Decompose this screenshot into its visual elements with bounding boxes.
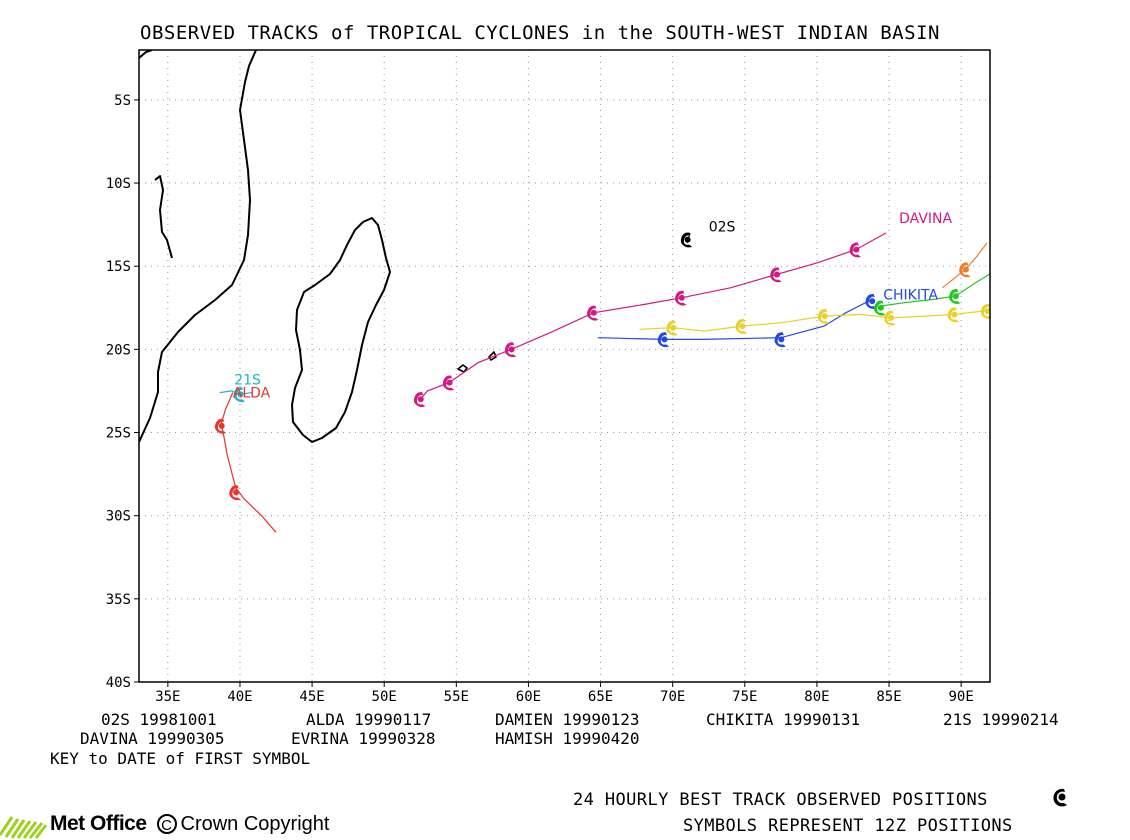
x-tick-label: 55E — [444, 689, 469, 705]
hamish-position-symbol — [949, 289, 961, 304]
hamish-position-symbol — [874, 300, 886, 316]
met-office-logo: Met Office C Crown Copyright — [0, 808, 329, 840]
damien-position-symbol — [959, 262, 971, 278]
davina-position-symbol — [442, 375, 455, 391]
davina-track-label: DAVINA — [899, 211, 952, 227]
x-tick-label: 90E — [949, 689, 974, 705]
mauritius-island — [488, 351, 497, 361]
y-tick-label: 5S — [114, 93, 131, 109]
y-tick-label: 20S — [106, 342, 131, 358]
copyright-text: Crown Copyright — [180, 812, 330, 835]
x-tick-label: 45E — [299, 689, 324, 705]
x-tick-label: 35E — [155, 689, 180, 705]
map-title: OBSERVED TRACKS of TROPICAL CYCLONES in … — [140, 22, 940, 44]
key-item-alda: ALDA 19990117 — [306, 710, 432, 729]
footer-line-2: SYMBOLS REPRESENT 12Z POSITIONS — [683, 816, 1013, 836]
evrina-position-symbol — [980, 304, 990, 319]
graticule-grid — [139, 50, 990, 683]
21s-track-label: 21S — [234, 372, 261, 388]
key-caption: KEY to DATE of FIRST SYMBOL — [50, 749, 311, 768]
davina-position-symbol — [849, 242, 861, 258]
y-tick-label: 40S — [106, 675, 131, 691]
chikita-position-symbol — [865, 294, 877, 309]
x-tick-label: 75E — [732, 689, 757, 705]
davina-position-symbol — [414, 392, 426, 408]
evrina-position-symbol — [666, 320, 678, 336]
key-item-21s: 21S 19990214 — [943, 710, 1059, 729]
alda-track-line — [220, 392, 277, 533]
y-tick-label: 25S — [106, 426, 131, 442]
key-item-evrina: EVRINA 19990328 — [291, 729, 436, 748]
key-item-hamish: HAMISH 19990420 — [495, 729, 640, 748]
cyclone-symbol-legend-icon — [1053, 788, 1067, 807]
footer-line-1: 24 HOURLY BEST TRACK OBSERVED POSITIONS — [573, 790, 988, 810]
damien-track-line — [942, 242, 988, 289]
x-tick-label: 50E — [372, 689, 397, 705]
key-item-davina: DAVINA 19990305 — [80, 729, 225, 748]
map-frame — [138, 49, 991, 683]
alda-position-symbol — [229, 485, 241, 501]
chikita-position-symbol — [657, 332, 670, 348]
x-tick-label: 65E — [588, 689, 613, 705]
madagascar-coastline — [291, 217, 391, 443]
alda-track-label: ALDA — [233, 386, 271, 402]
davina-position-symbol — [587, 305, 599, 321]
y-tick-label: 10S — [106, 176, 131, 192]
copyright-icon: C — [156, 814, 177, 834]
key-item-02s: 02S 19981001 — [101, 710, 217, 729]
hamish-track-line — [880, 273, 990, 307]
evrina-position-symbol — [947, 307, 959, 323]
x-tick-label: 70E — [660, 689, 685, 705]
copyright-notice: C Crown Copyright — [156, 812, 330, 836]
y-tick-label: 30S — [106, 509, 131, 525]
key-item-chikita: CHIKITA 19990131 — [706, 710, 861, 729]
davina-track-line — [419, 232, 887, 400]
y-tick-label: 35S — [106, 592, 131, 608]
key-item-damien: DAMIEN 19990123 — [495, 710, 640, 729]
chikita-position-symbol — [774, 332, 786, 348]
x-tick-label: 40E — [227, 689, 252, 705]
davina-position-symbol — [770, 267, 782, 283]
21s-position-symbol — [233, 387, 245, 403]
reunion-island — [457, 364, 468, 373]
logo-text: Met Office — [50, 812, 147, 835]
02s-position-symbol — [680, 232, 693, 248]
x-tick-label: 60E — [516, 689, 541, 705]
mafia-zanzibar-coast — [154, 175, 173, 259]
evrina-track-line — [639, 309, 990, 332]
x-tick-label: 80E — [804, 689, 829, 705]
x-tick-label: 85E — [876, 689, 901, 705]
chikita-track-label: CHIKITA — [883, 287, 938, 303]
alda-position-symbol — [215, 418, 227, 434]
evrina-position-symbol — [884, 310, 896, 326]
davina-position-symbol — [504, 342, 517, 358]
y-tick-label: 15S — [106, 259, 131, 275]
02s-track-label: 02S — [709, 219, 736, 235]
davina-position-symbol — [675, 290, 687, 306]
evrina-position-symbol — [817, 308, 830, 324]
evrina-position-symbol — [735, 318, 747, 334]
met-office-logo-icon — [0, 816, 48, 839]
